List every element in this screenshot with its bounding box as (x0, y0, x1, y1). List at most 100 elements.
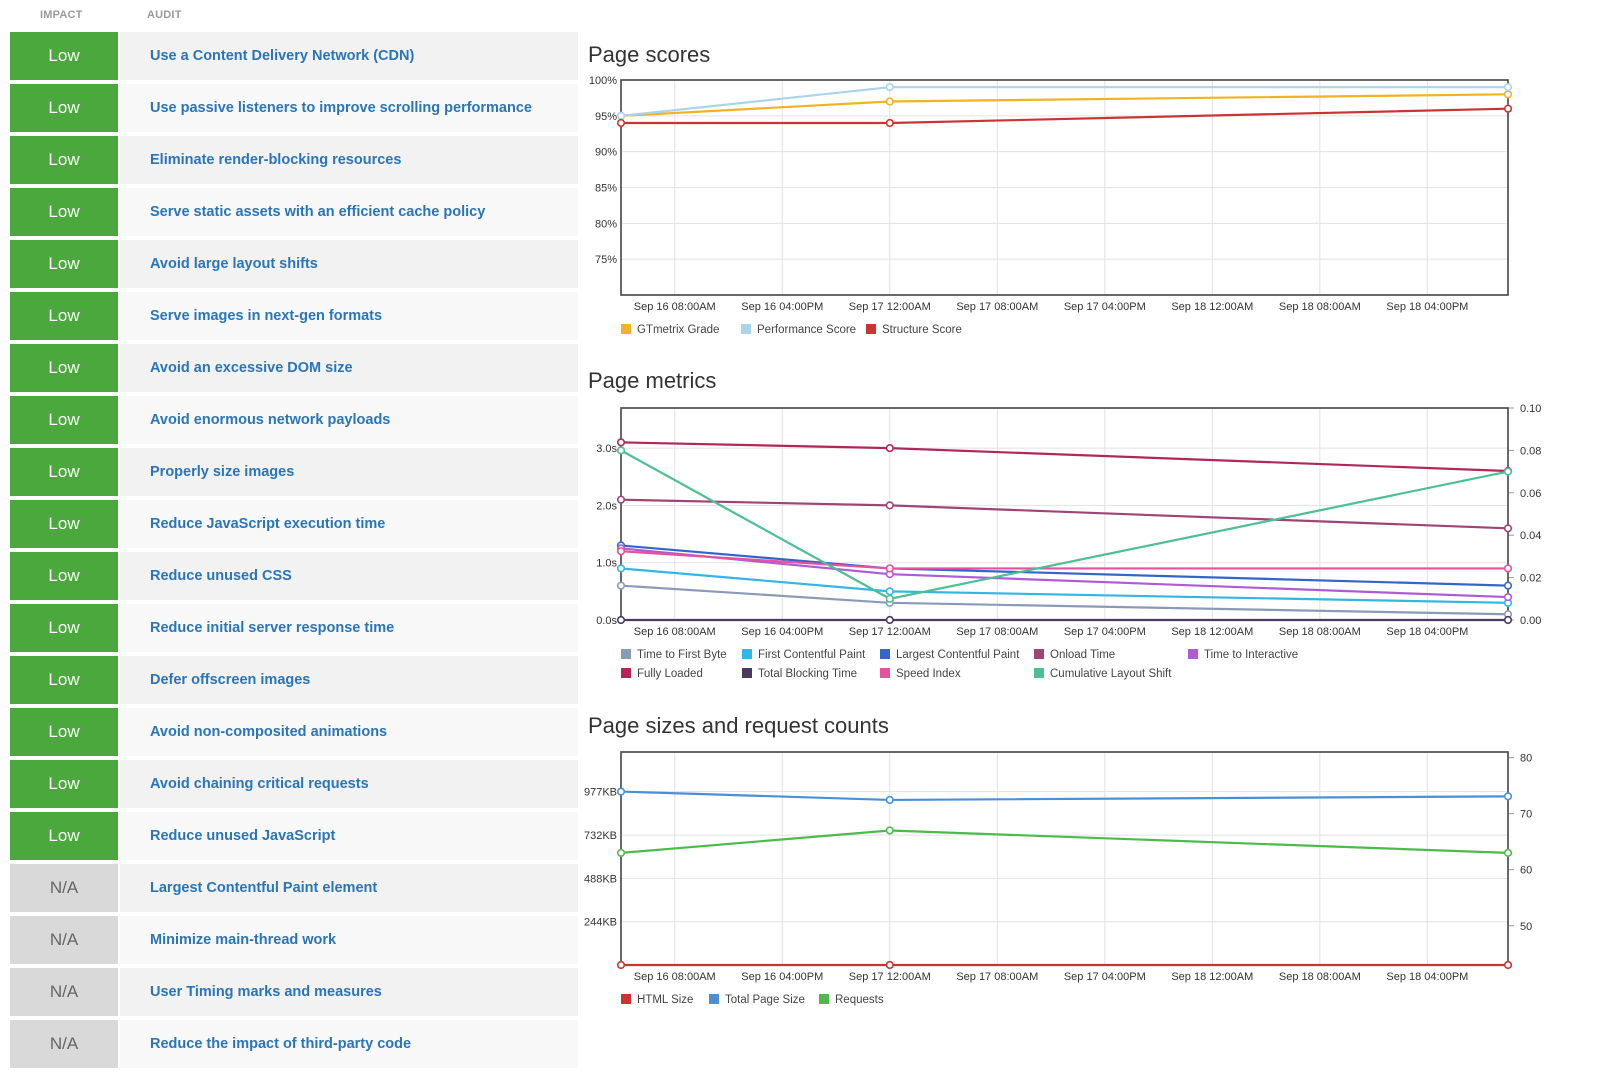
x-tick-label: Sep 18 08:00AM (1279, 971, 1361, 983)
data-point[interactable] (616, 581, 626, 590)
y2-tick-label: 0.04 (1520, 530, 1541, 542)
audit-link[interactable]: Avoid an excessive DOM size (120, 344, 578, 392)
audit-link[interactable]: Avoid chaining critical requests (120, 760, 578, 808)
impact-badge: Low (10, 448, 118, 496)
y2-tick-label: 0.02 (1520, 573, 1541, 585)
series-line-requests (620, 829, 1509, 854)
legend-label[interactable]: Requests (835, 994, 884, 1006)
data-point[interactable] (616, 848, 626, 857)
table-row: Low Avoid large layout shifts (10, 240, 578, 288)
data-point[interactable] (885, 444, 894, 453)
audit-link[interactable]: Reduce JavaScript execution time (120, 500, 578, 548)
audit-link[interactable]: Avoid enormous network payloads (120, 396, 578, 444)
y-tick-label: 1.0s (596, 558, 617, 570)
data-point[interactable] (885, 826, 894, 835)
data-point[interactable] (885, 587, 894, 596)
audit-link[interactable]: Properly size images (120, 448, 578, 496)
data-point[interactable] (1503, 524, 1513, 533)
impact-badge: Low (10, 188, 118, 236)
x-tick-label: Sep 17 04:00PM (1064, 971, 1146, 983)
data-point[interactable] (885, 97, 894, 106)
table-row: Low Defer offscreen images (10, 656, 578, 704)
legend-label[interactable]: Time to First Byte (637, 649, 727, 661)
data-point[interactable] (616, 446, 626, 455)
audit-link[interactable]: Use a Content Delivery Network (CDN) (120, 32, 578, 80)
data-point[interactable] (616, 564, 626, 573)
x-tick-label: Sep 16 04:00PM (741, 971, 823, 983)
legend-label[interactable]: Time to Interactive (1204, 649, 1298, 661)
data-point[interactable] (1503, 90, 1513, 99)
y2-tick-label: 70 (1520, 809, 1532, 821)
audit-link[interactable]: Reduce initial server response time (120, 604, 578, 652)
audit-link[interactable]: Minimize main-thread work (120, 916, 578, 964)
data-point[interactable] (1503, 467, 1513, 476)
table-header: IMPACT AUDIT (10, 0, 578, 32)
x-tick-label: Sep 18 12:00AM (1171, 301, 1253, 313)
data-point[interactable] (1503, 83, 1513, 92)
y-tick-label: 3.0s (596, 443, 617, 455)
audit-link[interactable]: Largest Contentful Paint element (120, 864, 578, 912)
y2-tick-label: 0.08 (1520, 445, 1541, 457)
data-point[interactable] (885, 118, 894, 128)
x-tick-label: Sep 18 04:00PM (1386, 971, 1468, 983)
audit-column-header: AUDIT (147, 9, 182, 21)
audit-link[interactable]: Avoid non-composited animations (120, 708, 578, 756)
audit-link[interactable]: Reduce unused JavaScript (120, 812, 578, 860)
data-point[interactable] (885, 501, 894, 510)
data-point[interactable] (616, 615, 626, 625)
audit-link[interactable]: Serve static assets with an efficient ca… (120, 188, 578, 236)
audit-link[interactable]: Reduce the impact of third-party code (120, 1020, 578, 1068)
legend-swatch (741, 324, 751, 334)
data-point[interactable] (616, 118, 626, 128)
data-point[interactable] (1503, 104, 1513, 113)
data-point[interactable] (1503, 615, 1513, 625)
audit-link[interactable]: Serve images in next-gen formats (120, 292, 578, 340)
data-point[interactable] (616, 787, 626, 796)
data-point[interactable] (885, 594, 894, 603)
data-point[interactable] (616, 495, 626, 504)
audit-link[interactable]: Defer offscreen images (120, 656, 578, 704)
legend-swatch (1188, 649, 1198, 659)
data-point[interactable] (885, 960, 894, 970)
plot-frame (620, 407, 1509, 621)
series-line-total-page-size (620, 790, 1509, 802)
legend-label[interactable]: HTML Size (637, 994, 693, 1006)
legend-label[interactable]: Total Blocking Time (758, 668, 857, 680)
audit-link[interactable]: User Timing marks and measures (120, 968, 578, 1016)
data-point[interactable] (616, 438, 626, 447)
data-point[interactable] (1503, 564, 1513, 573)
legend-label[interactable]: GTmetrix Grade (637, 324, 719, 336)
y2-tick-label: 0.10 (1520, 403, 1541, 415)
data-point[interactable] (1503, 592, 1513, 602)
data-point[interactable] (885, 564, 894, 573)
legend-label[interactable]: Structure Score (882, 324, 962, 336)
data-point[interactable] (1503, 581, 1513, 590)
data-point[interactable] (885, 83, 894, 92)
legend-label[interactable]: Largest Contentful Paint (896, 649, 1020, 661)
legend-label[interactable]: Cumulative Layout Shift (1050, 668, 1172, 680)
data-point[interactable] (885, 795, 894, 805)
impact-badge: Low (10, 500, 118, 548)
data-point[interactable] (1503, 960, 1513, 970)
data-point[interactable] (616, 960, 626, 970)
data-point[interactable] (616, 547, 626, 556)
data-point[interactable] (616, 111, 626, 120)
legend-label[interactable]: Onload Time (1050, 649, 1115, 661)
table-row: N/A User Timing marks and measures (10, 968, 578, 1016)
data-point[interactable] (1503, 792, 1513, 801)
legend-label[interactable]: Total Page Size (725, 994, 805, 1006)
legend-label[interactable]: First Contentful Paint (758, 649, 866, 661)
audit-link[interactable]: Avoid large layout shifts (120, 240, 578, 288)
table-row: Low Serve static assets with an efficient… (10, 188, 578, 236)
series-line-fully-loaded (620, 441, 1509, 473)
data-point[interactable] (1503, 848, 1513, 857)
data-point[interactable] (885, 615, 894, 625)
audit-link[interactable]: Use passive listeners to improve scrolli… (120, 84, 578, 132)
audit-link[interactable]: Eliminate render-blocking resources (120, 136, 578, 184)
impact-badge: N/A (10, 916, 118, 964)
legend-label[interactable]: Fully Loaded (637, 668, 703, 680)
legend-swatch (880, 668, 890, 678)
legend-label[interactable]: Speed Index (896, 668, 961, 680)
audit-link[interactable]: Reduce unused CSS (120, 552, 578, 600)
legend-label[interactable]: Performance Score (757, 324, 856, 336)
